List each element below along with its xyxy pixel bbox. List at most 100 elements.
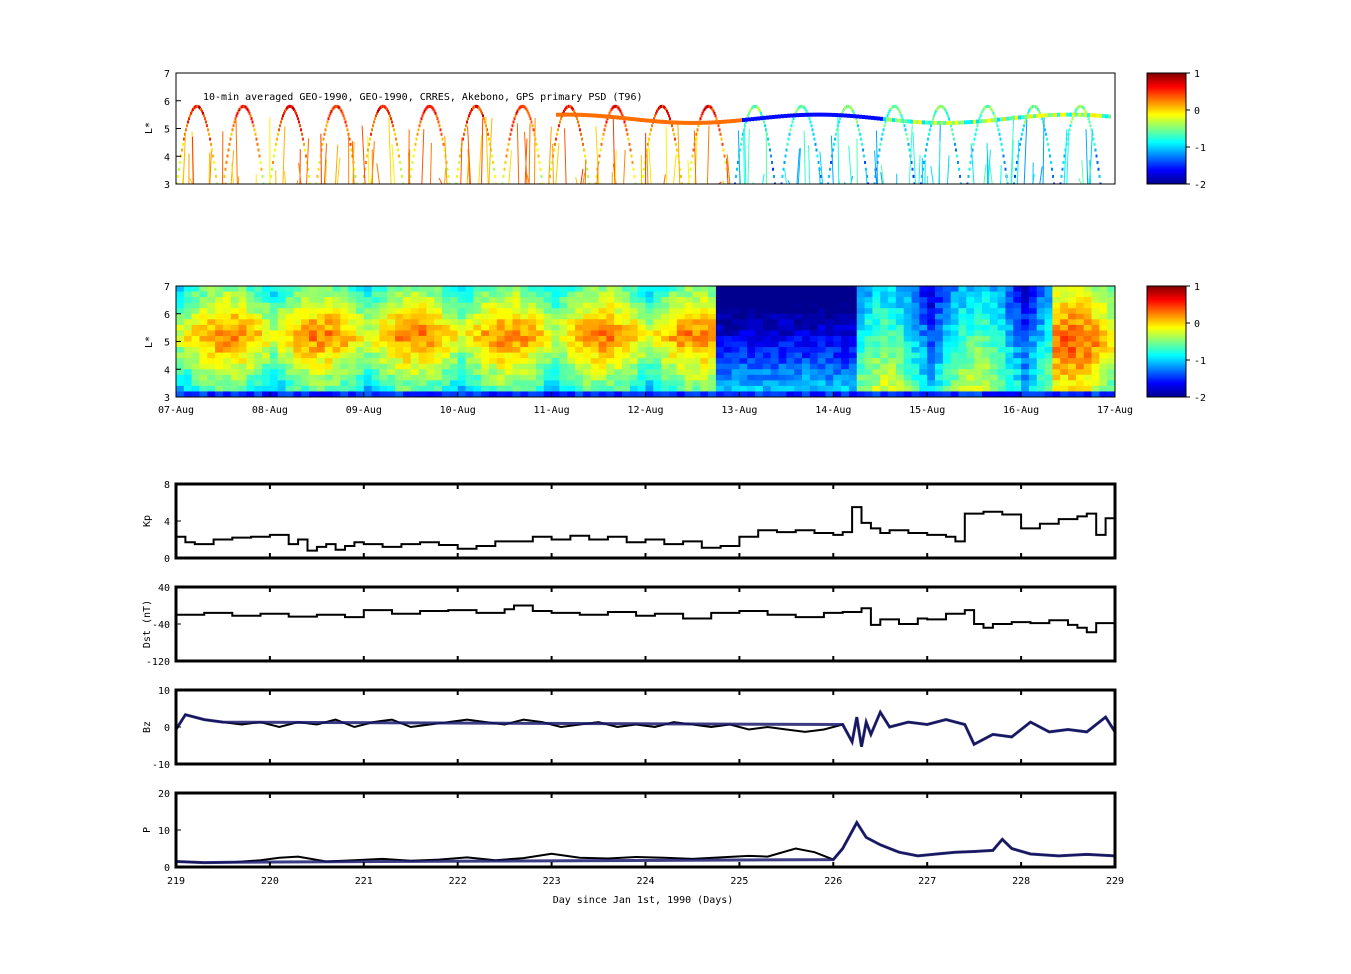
heatmap-cell	[512, 319, 521, 326]
heatmap-cell	[864, 286, 874, 293]
heatmap-cell	[1083, 297, 1093, 304]
heatmap-cell	[379, 319, 388, 326]
heatmap-cell	[684, 286, 694, 293]
heatmap-cell	[942, 324, 952, 331]
heatmap-cell	[802, 302, 811, 309]
heatmap-cell	[1044, 313, 1054, 320]
heatmap-cell	[1068, 297, 1077, 304]
heatmap-cell	[535, 363, 545, 370]
psd-point	[548, 126, 552, 184]
heatmap-cell	[489, 324, 498, 331]
heatmap-cell	[590, 319, 600, 326]
heatmap-cell	[199, 369, 208, 376]
heatmap-cell	[387, 341, 396, 348]
psd-point	[925, 148, 927, 152]
heatmap-cell	[739, 335, 748, 343]
heatmap-cell	[418, 297, 428, 304]
heatmap-cell	[731, 352, 741, 359]
heatmap-cell	[1036, 347, 1046, 354]
heatmap-cell	[567, 324, 576, 331]
heatmap-cell	[512, 380, 521, 387]
heatmap-cell	[1005, 319, 1014, 326]
heatmap-cell	[520, 286, 529, 293]
psd-point	[785, 148, 788, 152]
heatmap-cell	[1107, 313, 1115, 320]
psd-point	[809, 120, 812, 124]
heatmap-cell	[958, 291, 967, 298]
heatmap-cell	[637, 330, 647, 337]
heatmap-cell	[950, 374, 960, 381]
psd-point	[747, 114, 749, 118]
heatmap-cell	[848, 369, 858, 376]
heatmap-cell	[676, 341, 686, 348]
heatmap-cell	[841, 308, 850, 315]
heatmap-cell	[606, 352, 615, 359]
heatmap-cell	[355, 297, 365, 304]
heatmap-cell	[473, 341, 482, 348]
heatmap-cell	[191, 302, 201, 309]
heatmap-cell	[543, 369, 553, 376]
heatmap-cell	[981, 291, 991, 298]
heatmap-cell	[191, 319, 201, 326]
heatmap-cell	[935, 352, 944, 359]
heatmap-cell	[997, 335, 1007, 343]
heatmap-cell	[848, 385, 858, 393]
heatmap-cell	[1052, 352, 1061, 359]
heatmap-cell	[864, 308, 874, 315]
heatmap-cell	[895, 297, 905, 304]
heatmap-cell	[207, 347, 216, 354]
colorbar-1-gradient	[1146, 72, 1187, 185]
heatmap-cell	[489, 302, 498, 309]
heatmap-cell	[520, 291, 529, 298]
heatmap-cell	[927, 308, 936, 315]
psd-point	[1033, 114, 1036, 119]
psd-point	[928, 132, 930, 136]
heatmap-cell	[582, 385, 592, 393]
heatmap-cell	[1044, 374, 1054, 381]
psd-point	[648, 137, 650, 141]
heatmap-cell	[183, 291, 193, 298]
heatmap-cell	[434, 385, 443, 393]
heatmap-cell	[794, 335, 803, 343]
heatmap-cell	[997, 319, 1007, 326]
heatmap-cell	[1044, 341, 1054, 348]
heatmap-cell	[700, 313, 709, 320]
heatmap-cell	[512, 341, 521, 348]
heatmap-cell	[723, 319, 733, 326]
y-tick-label: 0	[164, 863, 170, 874]
heatmap-cell	[285, 347, 294, 354]
heatmap-cell	[183, 330, 193, 337]
heatmap-cell	[880, 347, 889, 354]
heatmap-cell	[489, 347, 498, 354]
heatmap-cell	[731, 324, 741, 331]
heatmap-cell	[324, 297, 334, 304]
heatmap-cell	[629, 374, 639, 381]
heatmap-cell	[747, 391, 756, 397]
heatmap-cell	[301, 286, 310, 293]
heatmap-cell	[316, 297, 326, 304]
psd-point	[304, 148, 306, 152]
psd-point	[228, 142, 231, 146]
heatmap-cell	[222, 374, 232, 381]
heatmap-cell	[410, 302, 420, 309]
heatmap-cell	[254, 308, 263, 315]
heatmap-cell	[1052, 358, 1061, 365]
heatmap-cell	[395, 380, 404, 387]
heatmap-cell	[395, 363, 404, 370]
heatmap-cell	[809, 363, 819, 370]
heatmap-cell	[958, 308, 967, 315]
psd-point	[464, 128, 466, 132]
psd-point	[787, 113, 790, 118]
heatmap-cell	[622, 302, 631, 309]
heatmap-cell	[935, 302, 944, 309]
heatmap-cell	[700, 369, 709, 376]
heatmap-cell	[176, 374, 185, 381]
heatmap-cell	[848, 341, 858, 348]
heatmap-cell	[911, 335, 920, 343]
heatmap-cell	[348, 374, 357, 381]
heatmap-cell	[371, 291, 381, 298]
heatmap-cell	[989, 297, 999, 304]
psd-point	[652, 119, 655, 124]
psd-point	[766, 115, 769, 120]
